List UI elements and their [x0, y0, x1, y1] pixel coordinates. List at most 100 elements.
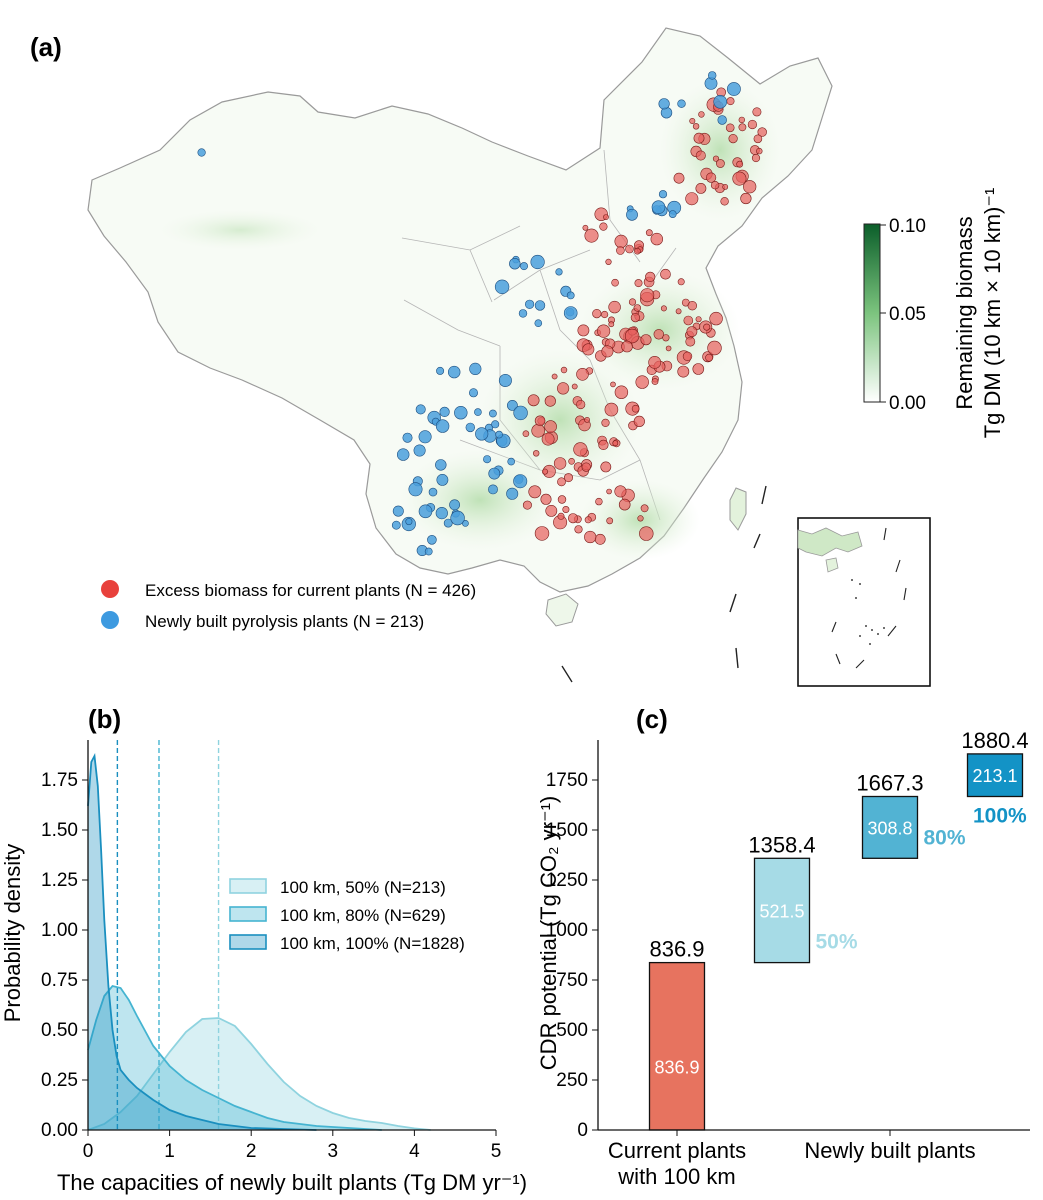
new-plant-marker: [397, 448, 410, 461]
current-plant-marker: [606, 517, 614, 525]
current-plant-marker: [738, 116, 745, 124]
kde-area-series-1: [88, 986, 382, 1130]
bar-percent-label: 50%: [816, 931, 858, 954]
current-plant-marker: [747, 119, 758, 130]
colorbar-tick-mid: 0.05: [889, 304, 926, 325]
x-tick-label: 5: [491, 1141, 502, 1162]
current-plant-marker: [544, 395, 556, 407]
kde-line-series-0: [87, 1017, 431, 1131]
y-tick-label: 1.25: [41, 870, 78, 891]
new-plant-marker: [428, 487, 438, 497]
y-tick-label: 1750: [546, 770, 588, 791]
current-plant-marker: [736, 160, 744, 168]
panel-c-plot-area: 836.9 836.9 1358.4 521.5 50% 1667.3 308.8 80% 18…: [546, 728, 1030, 1141]
current-plant-marker: [725, 123, 735, 133]
new-plant-marker: [518, 309, 528, 318]
new-plant-marker: [418, 430, 432, 444]
kde-line-series-2: [87, 753, 317, 1131]
panel-b: (b) 0 1 2 3 4 5 0.00 0.25 0.50 0.75 1.00 1.25 1.50 1.…: [0, 704, 527, 1195]
current-plant-marker: [687, 301, 697, 311]
south-china-sea-inset: [797, 517, 931, 687]
current-plant-marker: [541, 432, 555, 446]
current-plant-marker: [743, 180, 757, 194]
kde-area-series-0: [88, 1018, 431, 1130]
current-plant-marker: [606, 488, 612, 495]
current-plant-marker: [693, 132, 705, 144]
new-plant-marker: [439, 406, 450, 418]
new-plant-marker: [507, 399, 518, 411]
current-plant-marker: [635, 375, 649, 389]
kde-area-series-2: [88, 756, 317, 1130]
current-plant-marker: [640, 288, 655, 303]
current-plant-marker: [738, 123, 747, 132]
new-plant-marker: [507, 457, 516, 466]
current-plant-marker: [534, 415, 546, 427]
current-plant-marker: [752, 107, 762, 117]
new-plant-marker: [449, 499, 460, 511]
current-plant-marker: [756, 147, 763, 155]
new-plant-marker: [443, 518, 453, 528]
current-plant-marker: [608, 321, 615, 328]
waterfall-bar-1: [753, 857, 811, 964]
new-plant-marker: [424, 547, 433, 556]
legend-blue-marker: [101, 611, 119, 629]
new-plant-marker: [494, 279, 510, 294]
current-plant-marker: [528, 485, 542, 499]
new-plant-marker: [563, 306, 578, 320]
current-plant-marker: [544, 420, 557, 433]
current-plant-marker: [634, 279, 643, 288]
current-plant-marker: [603, 214, 609, 220]
new-plant-marker: [415, 404, 426, 415]
new-plant-marker: [413, 444, 426, 457]
legend-swatch-80: [229, 906, 267, 922]
new-plant-marker: [448, 365, 461, 379]
current-plant-marker: [612, 440, 619, 447]
current-plant-marker: [651, 378, 659, 385]
current-plant-marker: [689, 118, 696, 125]
new-plant-marker: [524, 299, 535, 309]
current-plant-marker: [728, 134, 738, 144]
new-plant-marker: [534, 319, 543, 328]
current-plant-marker: [618, 498, 631, 511]
legend-swatch-100: [229, 934, 267, 950]
current-plant-marker: [726, 97, 735, 106]
legend-swatch-50: [229, 878, 267, 894]
y-tick-label: 1.00: [41, 920, 78, 941]
current-plant-marker: [611, 278, 619, 287]
current-plant-marker: [610, 381, 616, 388]
current-plant-marker: [633, 304, 641, 312]
current-plant-marker: [560, 366, 568, 374]
y-tick-label: 0.75: [41, 970, 78, 991]
bar-increment-label: 836.9: [654, 1057, 699, 1077]
current-plant-marker: [677, 278, 685, 286]
current-plant-marker: [633, 415, 645, 428]
current-plant-marker: [753, 134, 763, 144]
current-plant-marker: [634, 247, 641, 255]
current-plant-marker: [675, 308, 682, 315]
nine-dash-line: [561, 485, 767, 683]
current-plant-marker: [757, 127, 767, 137]
waterfall-bar-2: [861, 795, 919, 859]
current-plant-marker: [532, 450, 540, 457]
new-plant-marker: [402, 432, 413, 443]
legend-red-marker: [101, 580, 119, 598]
panel-c-label: (c): [636, 704, 668, 734]
new-plant-marker: [677, 99, 686, 108]
new-plant-marker: [651, 200, 666, 214]
new-plant-marker: [555, 268, 563, 276]
current-plant-marker: [576, 367, 589, 381]
new-plant-marker: [498, 373, 512, 387]
current-plant-marker: [685, 336, 696, 347]
current-plant-marker: [716, 159, 725, 168]
current-plant-marker: [582, 343, 595, 356]
current-plant-marker: [695, 316, 702, 323]
current-plant-marker: [527, 394, 540, 407]
x-tick-label: 2: [246, 1141, 257, 1162]
new-plant-marker: [465, 422, 475, 433]
current-plant-marker: [705, 172, 717, 183]
new-plant-marker: [469, 362, 482, 376]
plant-markers: [197, 71, 767, 556]
new-plant-marker: [626, 208, 638, 221]
new-plant-marker: [392, 505, 404, 517]
current-plant-marker: [556, 382, 570, 395]
